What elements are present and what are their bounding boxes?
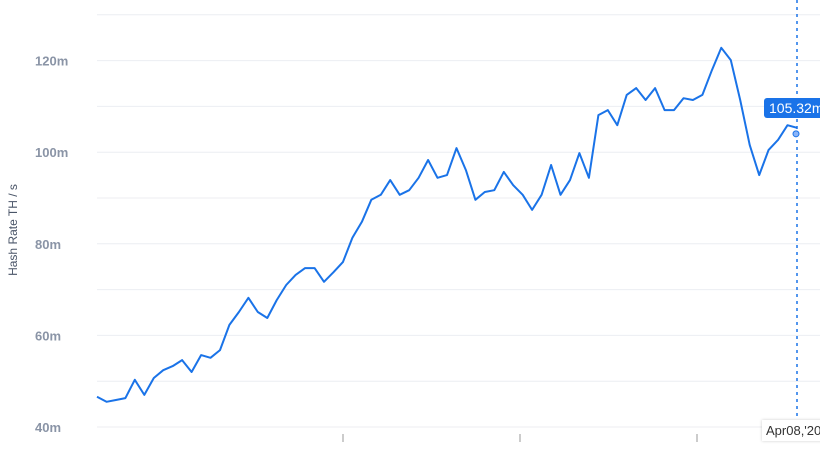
y-tick-label: 100m <box>35 145 68 160</box>
y-tick-label: 40m <box>35 420 61 435</box>
tooltip-value: 105.32m <box>764 98 820 118</box>
y-tick-label: 60m <box>35 328 61 343</box>
y-tick-label: 80m <box>35 237 61 252</box>
series-line <box>96 46 798 403</box>
y-tick-label: 120m <box>35 54 68 69</box>
y-axis-label: Hash Rate TH / s <box>6 184 20 276</box>
tooltip-date: Apr08,'20 <box>762 420 820 441</box>
hover-point <box>792 130 800 138</box>
